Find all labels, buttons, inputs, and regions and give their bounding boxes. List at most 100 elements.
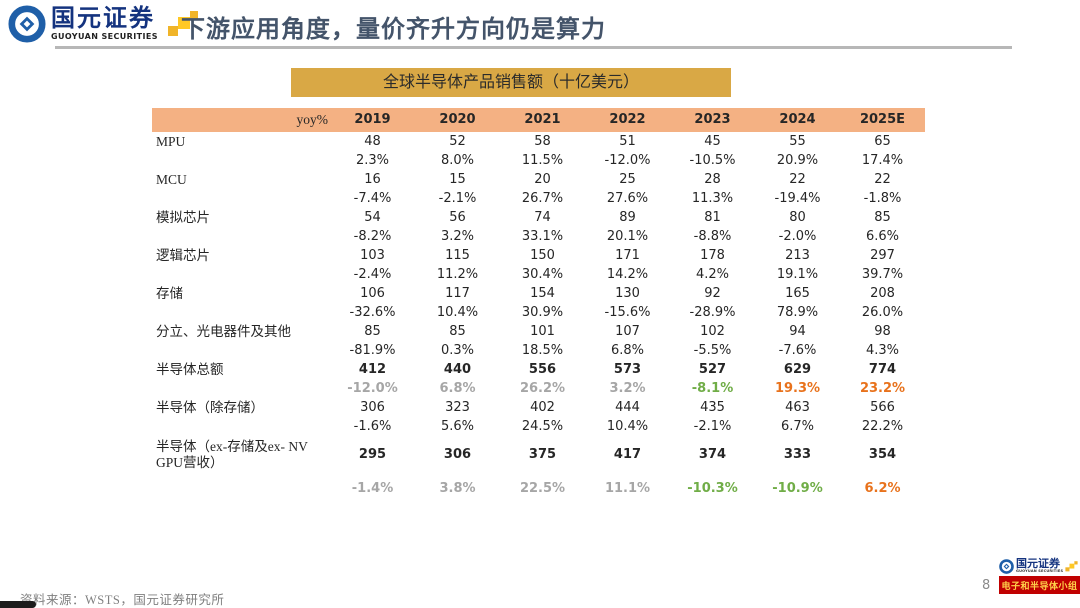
value-cell: 28 <box>704 172 721 187</box>
table-row: MPU 48 52 58 51 45 55 65 <box>152 132 925 151</box>
yoy-cell: 6.2% <box>864 481 901 496</box>
value-cell: 208 <box>870 286 895 301</box>
yoy-cell: 11.1% <box>604 481 651 496</box>
footer-logo: 国元证券 GUOYUAN SECURITIES 电子和半导体小组 <box>999 559 1080 594</box>
yoy-cell: 10.4% <box>606 419 649 434</box>
value-cell: 94 <box>789 324 806 339</box>
brand-name-cn: 国元证券 <box>51 6 155 32</box>
table-row: -8.2% 3.2% 33.1% 20.1% -8.8% -2.0% 6.6% <box>152 227 925 246</box>
row-label-spacer <box>152 303 330 322</box>
yoy-cell: 27.6% <box>606 191 649 206</box>
yoy-cell: 18.5% <box>521 343 564 358</box>
yoy-cell: -1.8% <box>863 191 902 206</box>
value-cell: 354 <box>868 447 897 462</box>
value-cell: 85 <box>874 210 891 225</box>
value-cell: 295 <box>358 447 387 462</box>
yoy-cell: -12.0% <box>347 381 398 396</box>
page-title: 下游应用角度，量价齐升方向仍是算力 <box>181 17 606 43</box>
table-row: 逻辑芯片 103 115 150 171 178 213 297 <box>152 246 925 265</box>
value-cell: 375 <box>528 447 557 462</box>
value-cell: 22 <box>789 172 806 187</box>
value-cell: 306 <box>443 447 472 462</box>
value-cell: 85 <box>364 324 381 339</box>
yoy-cell: 26.7% <box>521 191 564 206</box>
yoy-cell: 20.1% <box>606 229 649 244</box>
value-cell: 89 <box>619 210 636 225</box>
value-cell: 629 <box>783 362 812 377</box>
header-divider <box>55 46 1012 49</box>
guoyuan-circle-icon <box>8 5 46 43</box>
table-title: 全球半导体产品销售额（十亿美元） <box>291 68 731 97</box>
bottom-left-bar <box>0 601 36 608</box>
row-label-spacer <box>152 379 330 398</box>
yoy-cell: -19.4% <box>774 191 821 206</box>
year-header-cell: 2023 <box>694 112 731 127</box>
table-row: 2.3% 8.0% 11.5% -12.0% -10.5% 20.9% 17.4% <box>152 151 925 170</box>
year-header-cell: 2020 <box>439 112 476 127</box>
table-row: -81.9% 0.3% 18.5% 6.8% -5.5% -7.6% 4.3% <box>152 341 925 360</box>
row-label: MCU <box>156 172 187 187</box>
value-cell: 107 <box>615 324 640 339</box>
row-label-spacer <box>152 417 330 436</box>
row-label: 半导体（除存储） <box>156 400 264 415</box>
yoy-cell: 4.2% <box>695 267 730 282</box>
table-row: -1.4% 3.8% 22.5% 11.1% -10.3% -10.9% 6.2% <box>152 474 925 500</box>
row-label: 分立、光电器件及其他 <box>156 324 291 339</box>
footer-banner: 电子和半导体小组 <box>999 576 1080 594</box>
yellow-squares-icon <box>1065 561 1078 572</box>
value-cell: 774 <box>868 362 897 377</box>
value-cell: 435 <box>700 400 725 415</box>
table-row: MCU 16 15 20 25 28 22 22 <box>152 170 925 189</box>
yoy-cell: 3.8% <box>439 481 476 496</box>
yoy-cell: -8.1% <box>691 381 734 396</box>
yoy-cell: 22.2% <box>861 419 904 434</box>
yoy-cell: 78.9% <box>776 305 819 320</box>
row-label: 模拟芯片 <box>156 210 210 225</box>
value-cell: 54 <box>364 210 381 225</box>
source-note: 资料来源：WSTS，国元证券研究所 <box>20 593 225 607</box>
value-cell: 573 <box>613 362 642 377</box>
table-row: -2.4% 11.2% 30.4% 14.2% 4.2% 19.1% 39.7% <box>152 265 925 284</box>
value-cell: 92 <box>704 286 721 301</box>
yoy-cell: 24.5% <box>521 419 564 434</box>
table-row: 模拟芯片 54 56 74 89 81 80 85 <box>152 208 925 227</box>
value-cell: 178 <box>700 248 725 263</box>
yoy-cell: -10.3% <box>687 481 738 496</box>
value-cell: 374 <box>698 447 727 462</box>
yoy-cell: -2.0% <box>778 229 817 244</box>
yoy-cell: 22.5% <box>519 481 566 496</box>
table-row: 半导体（ex-存储及ex- NV GPU营收） 295 306 375 417 374 33… <box>152 436 925 474</box>
value-cell: 74 <box>534 210 551 225</box>
table-row: -1.6% 5.6% 24.5% 10.4% -2.1% 6.7% 22.2% <box>152 417 925 436</box>
yoy-cell: -2.1% <box>438 191 477 206</box>
value-cell: 306 <box>360 400 385 415</box>
year-header-cell: 2025E <box>859 112 906 127</box>
yoy-cell: 17.4% <box>861 153 904 168</box>
value-cell: 117 <box>445 286 470 301</box>
value-cell: 213 <box>785 248 810 263</box>
yoy-cell: -10.9% <box>772 481 823 496</box>
year-header-cell: 2021 <box>524 112 561 127</box>
yoy-cell: 11.2% <box>436 267 479 282</box>
yoy-cell: -7.6% <box>778 343 817 358</box>
value-cell: 48 <box>364 134 381 149</box>
page-number: 8 <box>982 578 991 593</box>
value-cell: 101 <box>530 324 555 339</box>
value-cell: 440 <box>443 362 472 377</box>
year-header-cell: 2022 <box>609 112 646 127</box>
row-label-spacer <box>152 341 330 360</box>
yellow-squares-icon <box>167 11 198 36</box>
row-label-spacer <box>152 474 330 504</box>
table-row: -32.6% 10.4% 30.9% -15.6% -28.9% 78.9% 26.0% <box>152 303 925 322</box>
yoy-cell: -5.5% <box>693 343 732 358</box>
yoy-cell: 10.4% <box>436 305 479 320</box>
footer-brand-row: 国元证券 GUOYUAN SECURITIES <box>999 559 1080 574</box>
yoy-cell: 5.6% <box>440 419 475 434</box>
value-cell: 16 <box>364 172 381 187</box>
yoy-cell: 0.3% <box>440 343 475 358</box>
value-cell: 171 <box>615 248 640 263</box>
row-label: 逻辑芯片 <box>156 248 210 263</box>
value-cell: 297 <box>870 248 895 263</box>
value-cell: 58 <box>534 134 551 149</box>
